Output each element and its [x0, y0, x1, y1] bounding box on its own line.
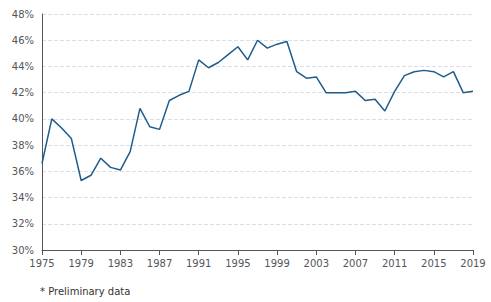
- svg-text:1995: 1995: [225, 258, 250, 269]
- svg-text:1999: 1999: [264, 258, 289, 269]
- svg-text:2015: 2015: [421, 258, 446, 269]
- svg-text:44%: 44%: [12, 61, 34, 72]
- svg-text:2007: 2007: [343, 258, 368, 269]
- svg-text:46%: 46%: [12, 35, 34, 46]
- svg-text:2011: 2011: [382, 258, 407, 269]
- svg-text:38%: 38%: [12, 140, 34, 151]
- svg-text:1983: 1983: [108, 258, 133, 269]
- svg-text:1979: 1979: [68, 258, 93, 269]
- svg-text:36%: 36%: [12, 166, 34, 177]
- svg-text:42%: 42%: [12, 87, 34, 98]
- svg-text:48%: 48%: [12, 9, 34, 20]
- svg-text:* Preliminary data: * Preliminary data: [40, 286, 130, 297]
- svg-text:1991: 1991: [186, 258, 211, 269]
- svg-text:32%: 32%: [12, 218, 34, 229]
- svg-text:2019: 2019: [460, 258, 485, 269]
- svg-text:34%: 34%: [12, 192, 34, 203]
- svg-text:40%: 40%: [12, 113, 34, 124]
- svg-text:1975: 1975: [29, 258, 54, 269]
- svg-text:2003: 2003: [304, 258, 329, 269]
- svg-text:1987: 1987: [147, 258, 172, 269]
- svg-text:30%: 30%: [12, 245, 34, 256]
